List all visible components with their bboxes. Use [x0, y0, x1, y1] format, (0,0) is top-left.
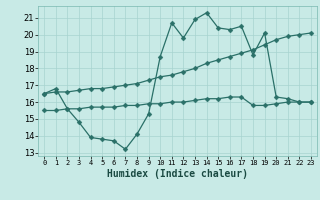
X-axis label: Humidex (Indice chaleur): Humidex (Indice chaleur) — [107, 169, 248, 179]
